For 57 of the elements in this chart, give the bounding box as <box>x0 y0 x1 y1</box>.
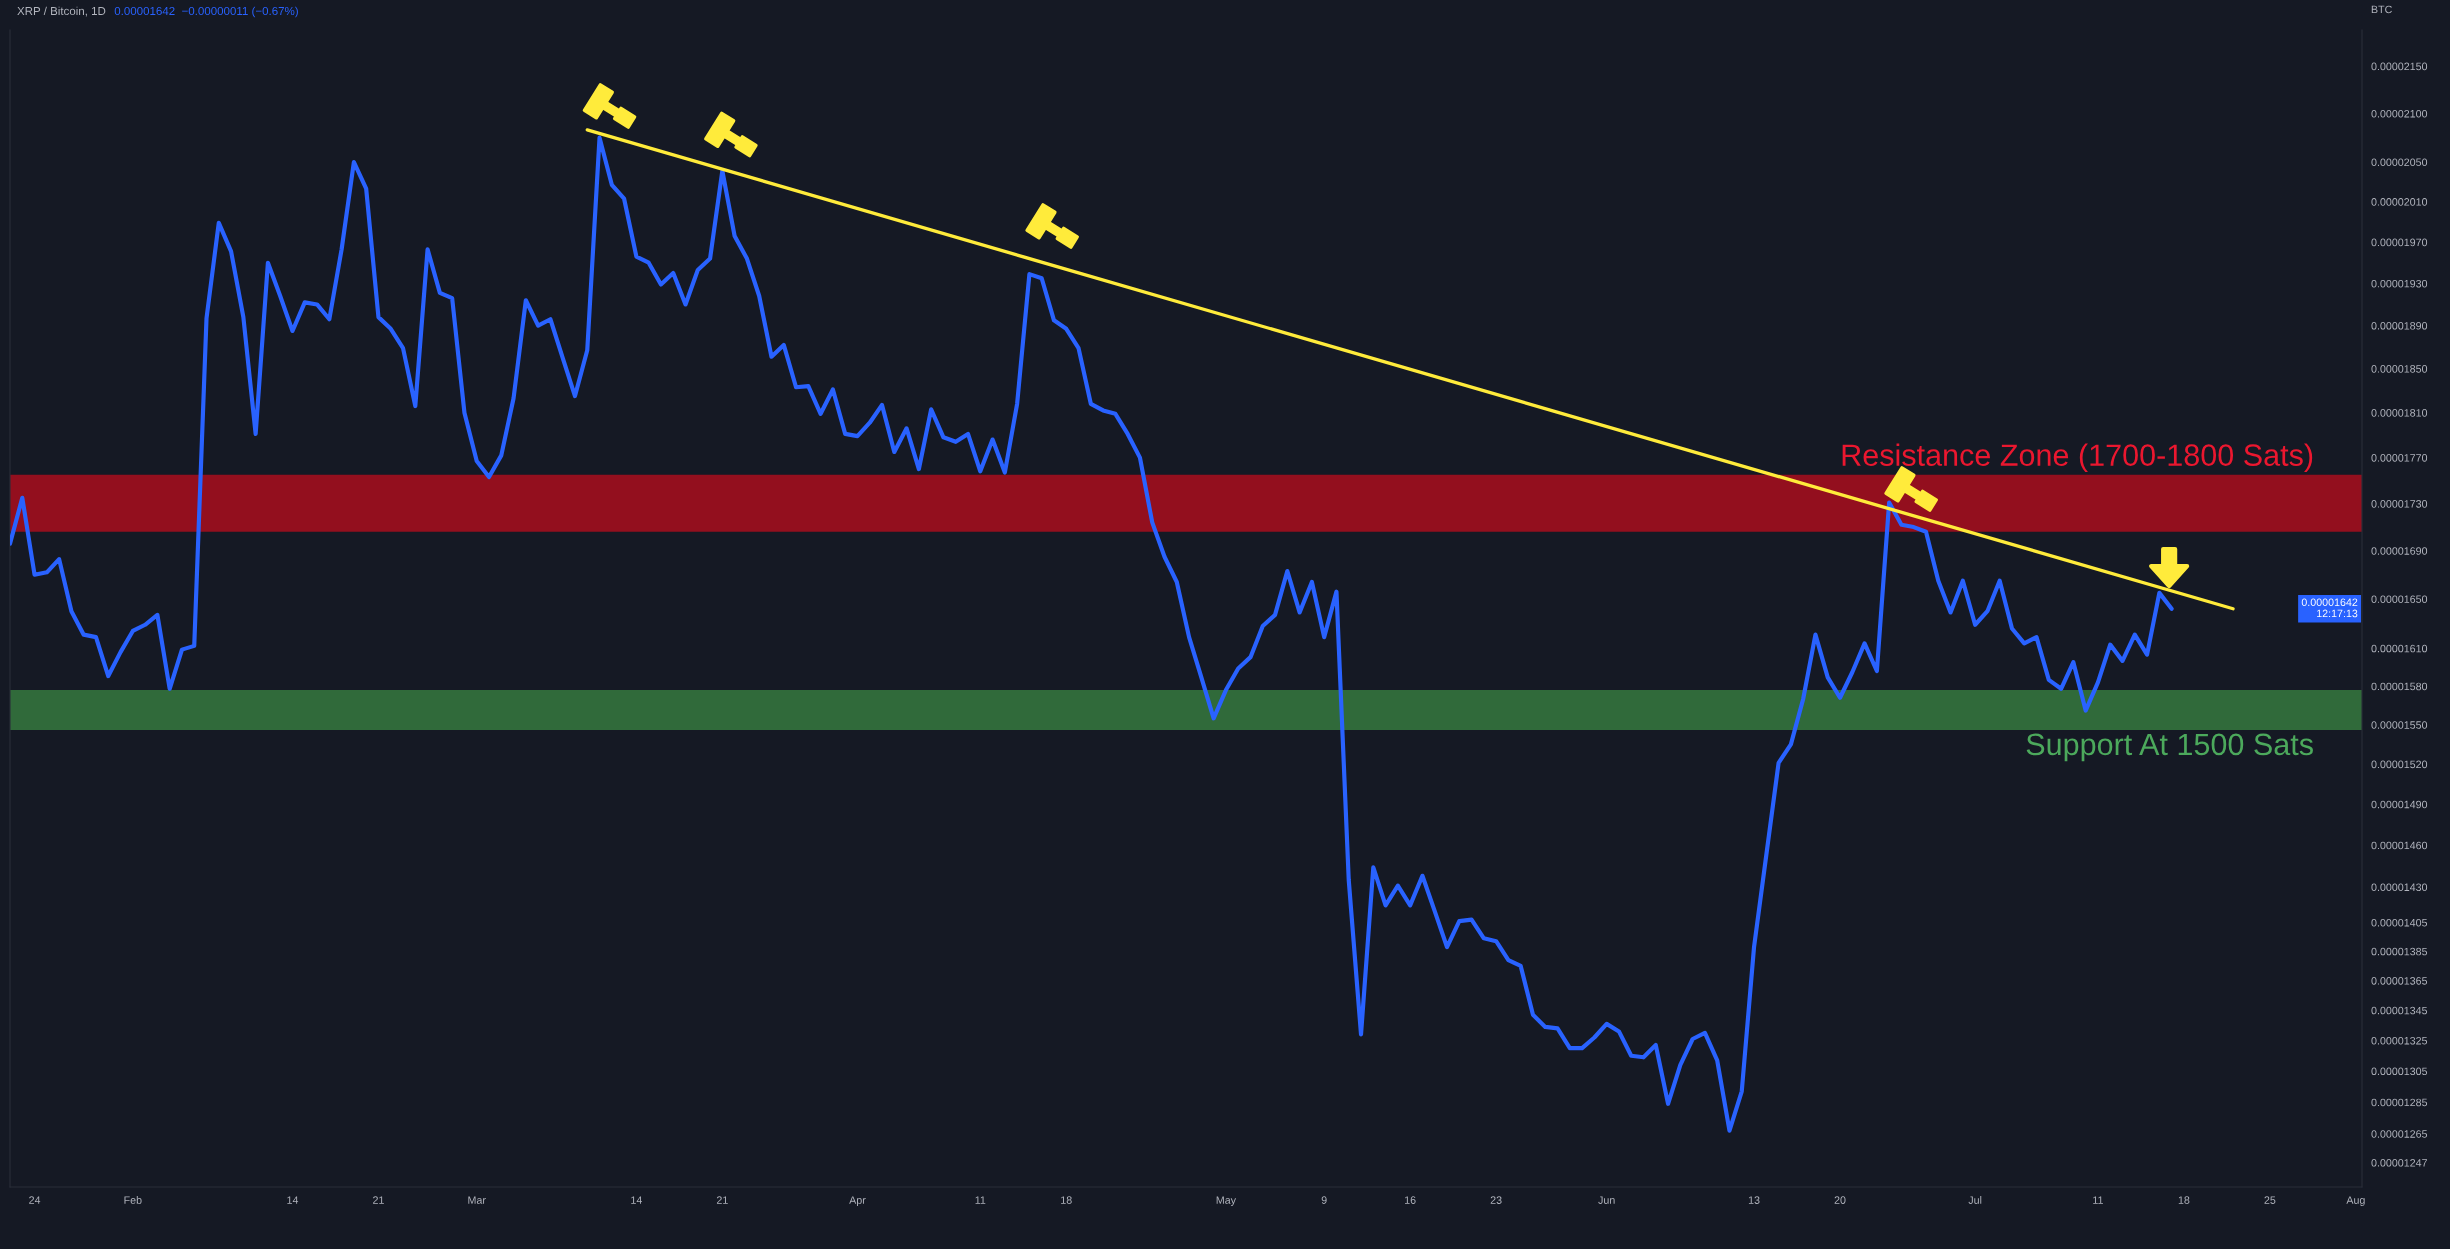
chart-title: XRP / Bitcoin, 1D <box>17 6 106 17</box>
y-tick-label: 0.00001930 <box>2371 279 2428 288</box>
x-tick-label: 14 <box>287 1196 299 1204</box>
y-tick-label: 0.00001285 <box>2371 1098 2428 1107</box>
x-tick-label: 21 <box>716 1196 728 1204</box>
x-tick-label: 23 <box>1490 1196 1502 1204</box>
y-tick-label: 0.00001610 <box>2371 644 2428 653</box>
y-tick-label: 0.00001247 <box>2371 1159 2427 1167</box>
y-tick-label: 0.00001850 <box>2371 365 2428 373</box>
y-tick-label: 0.00001325 <box>2371 1036 2428 1045</box>
x-tick-label: 13 <box>1748 1196 1760 1204</box>
y-tick-label: 0.00001580 <box>2371 682 2428 691</box>
x-tick-label: 11 <box>2093 1196 2103 1204</box>
y-tick-label: 0.00001385 <box>2371 947 2428 956</box>
x-tick-label: Jul <box>1968 1196 1982 1204</box>
chart-subtitle: 0.00001642 −0.00000011 (−0.67%) <box>114 6 298 18</box>
x-tick-label: Feb <box>124 1196 142 1204</box>
band-label: Resistance Zone (1700-1800 Sats) <box>1842 443 2313 472</box>
y-tick-label: 0.00001520 <box>2371 760 2428 769</box>
y-tick-label: 0.00001770 <box>2371 454 2428 462</box>
x-tick-label: Aug <box>2346 1196 2365 1206</box>
x-tick-label: 9 <box>1321 1196 1327 1204</box>
y-axis-title: BTC <box>2371 5 2392 14</box>
x-tick-label: 14 <box>631 1196 643 1204</box>
y-tick-label: 0.00002010 <box>2371 198 2428 206</box>
y-tick-label: 0.00002100 <box>2371 109 2428 118</box>
y-tick-label: 0.00001460 <box>2371 841 2428 850</box>
x-tick-label: 18 <box>2178 1196 2190 1204</box>
y-tick-label: 0.00001405 <box>2371 918 2428 927</box>
y-tick-label: 0.00001430 <box>2371 883 2428 891</box>
x-tick-label: 16 <box>1405 1196 1416 1204</box>
y-tick-label: 0.00001490 <box>2371 800 2428 809</box>
y-tick-label: 0.00001345 <box>2371 1006 2428 1015</box>
y-tick-label: 0.00001550 <box>2371 721 2428 729</box>
y-tick-label: 0.00001265 <box>2371 1130 2428 1138</box>
x-tick-label: 18 <box>1061 1196 1072 1204</box>
y-tick-label: 0.00001730 <box>2371 500 2428 508</box>
y-tick-label: 0.00002050 <box>2371 158 2428 167</box>
band-label: Support At 1500 Sats <box>2026 733 2313 762</box>
x-tick-label: 11 <box>975 1196 986 1204</box>
x-tick-label: 25 <box>2264 1196 2276 1204</box>
x-tick-label: Jun <box>1598 1196 1615 1204</box>
y-tick-label: 0.00001690 <box>2371 547 2428 555</box>
x-tick-label: 21 <box>373 1196 384 1204</box>
x-tick-label: Mar <box>468 1196 486 1204</box>
y-tick-label: 0.00001970 <box>2371 238 2428 247</box>
y-tick-label: 0.00001650 <box>2371 595 2428 603</box>
y-tick-label: 0.00001305 <box>2371 1067 2428 1076</box>
x-tick-label: 20 <box>1834 1196 1846 1204</box>
x-tick-label: Apr <box>849 1196 866 1206</box>
y-tick-label: 0.00001810 <box>2371 409 2428 417</box>
y-tick-label: 0.00002150 <box>2371 62 2428 71</box>
y-tick-label: 0.00001365 <box>2371 977 2428 985</box>
x-tick-label: 24 <box>29 1196 41 1204</box>
x-tick-label: May <box>1216 1196 1236 1206</box>
annotation: 0.00001642 12:17:13 <box>2301 598 2358 618</box>
y-tick-label: 0.00001890 <box>2371 322 2428 330</box>
